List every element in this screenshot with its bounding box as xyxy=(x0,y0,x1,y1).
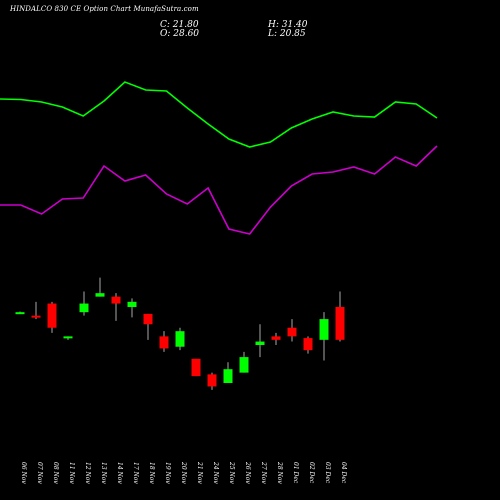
x-tick-label: 18 Nov xyxy=(148,462,155,484)
candle-body xyxy=(287,327,297,337)
candle-body xyxy=(79,303,89,313)
candle-body xyxy=(255,341,265,345)
candle-body xyxy=(63,336,73,339)
chart-title: HINDALCO 830 CE Option Chart MunafaSutra… xyxy=(10,5,199,13)
x-tick-label: 28 Nov xyxy=(276,461,283,484)
candle-body xyxy=(207,374,217,387)
x-tick-label: 13 Nov xyxy=(100,462,107,484)
x-tick-labels: 06 Nov 07 Nov 08 Nov 11 Nov 12 Nov 13 Nov 14 N… xyxy=(20,461,347,484)
candle-body xyxy=(15,312,25,315)
candle-body xyxy=(143,313,153,325)
x-tick-label: 02 Dec xyxy=(308,462,315,484)
x-tick-label: 12 Nov xyxy=(84,462,91,484)
candle-body xyxy=(111,296,121,304)
x-tick-label: 11 Nov xyxy=(68,462,75,484)
candle-body xyxy=(335,307,345,340)
candle-body xyxy=(223,369,233,383)
candle-body xyxy=(191,358,201,377)
x-tick-label: 17 Nov xyxy=(132,462,139,484)
low-value: L: 20.85 xyxy=(268,29,306,39)
x-tick-label: 24 Nov xyxy=(212,461,219,484)
candle-body xyxy=(175,331,185,347)
x-tick-label: 21 Nov xyxy=(196,461,203,484)
candle-body xyxy=(31,315,41,318)
x-tick-label: 06 Nov xyxy=(20,462,27,484)
x-tick-label: 04 Dec xyxy=(340,462,347,484)
open-value: O: 28.60 xyxy=(160,29,200,39)
x-tick-label: 01 Dec xyxy=(292,462,299,484)
upper-indicator-line xyxy=(0,81,438,148)
x-tick-label: 03 Dec xyxy=(324,462,331,484)
candle-body xyxy=(239,357,249,373)
x-tick-label: 20 Nov xyxy=(180,461,187,484)
x-tick-label: 26 Nov xyxy=(244,461,251,484)
candle-body xyxy=(271,336,281,340)
candle-body xyxy=(95,293,105,297)
candles-group xyxy=(15,277,345,390)
x-tick-label: 08 Nov xyxy=(52,462,59,484)
candle-body xyxy=(127,301,137,307)
candle-body xyxy=(47,303,57,328)
high-value: H: 31.40 xyxy=(268,20,308,30)
x-tick-label: 07 Nov xyxy=(36,462,43,484)
x-tick-label: 25 Nov xyxy=(228,461,235,484)
candle-body xyxy=(159,336,169,349)
close-value: C: 21.80 xyxy=(160,20,199,30)
x-tick-label: 14 Nov xyxy=(116,462,123,484)
candle-body xyxy=(319,319,329,340)
lower-indicator-line xyxy=(0,145,438,235)
indicator-lines xyxy=(0,81,438,235)
x-tick-label: 27 Nov xyxy=(260,461,267,484)
candle-body xyxy=(303,338,313,351)
x-tick-label: 19 Nov xyxy=(164,462,171,484)
